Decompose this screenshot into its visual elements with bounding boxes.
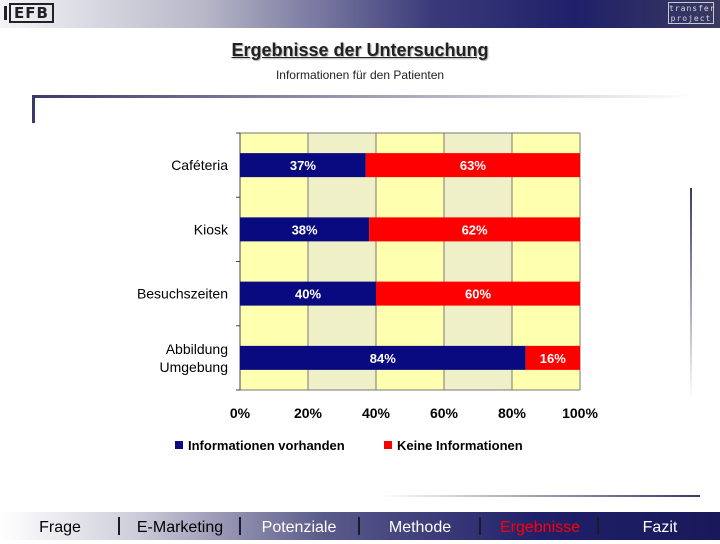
legend-swatch	[175, 441, 183, 449]
data-label: 63%	[460, 158, 486, 173]
data-label: 84%	[370, 351, 396, 366]
legend-entry: Keine Informationen	[397, 438, 523, 453]
nav-item-e-marketing[interactable]: E-Marketing	[136, 519, 224, 536]
decorative-line-right	[690, 188, 692, 400]
bar-informationen-vorhanden	[240, 153, 366, 178]
partner-logo-line-1: transfer	[669, 4, 716, 13]
data-label: 37%	[290, 158, 316, 173]
page-title: Ergebnisse der Untersuchung	[231, 40, 489, 60]
nav-item-frage[interactable]: Frage	[39, 519, 81, 536]
category-label: Abbildung	[166, 341, 228, 357]
x-tick-label: 100%	[562, 405, 598, 421]
logo-bar	[4, 6, 7, 20]
x-tick-label: 80%	[498, 405, 527, 421]
data-label: 60%	[465, 287, 491, 302]
nav-item-potenziale[interactable]: Potenziale	[261, 519, 337, 536]
nav-separator	[597, 517, 599, 535]
data-label: 62%	[462, 222, 488, 237]
category-label: Besuchszeiten	[137, 286, 228, 302]
x-tick-label: 40%	[362, 405, 391, 421]
bar-informationen-vorhanden	[240, 217, 370, 242]
legend-swatch	[384, 441, 392, 449]
nav-separator	[118, 517, 120, 535]
bar-keine-informationen	[369, 217, 580, 242]
transfer-project-logo: transfer project	[668, 2, 716, 24]
x-tick-label: 60%	[430, 405, 459, 421]
category-label: Kiosk	[194, 221, 229, 237]
x-tick-label: 0%	[230, 405, 251, 421]
nav-item-ergebnisse[interactable]: Ergebnisse	[499, 519, 581, 536]
bottom-navigation: Frage E-Marketing Potenziale Methode Erg…	[0, 512, 720, 540]
bar-keine-informationen	[376, 281, 580, 306]
data-label: 40%	[295, 287, 321, 302]
bar-keine-informationen	[365, 153, 580, 178]
bar-informationen-vorhanden	[240, 345, 526, 370]
x-tick-label: 20%	[294, 405, 323, 421]
category-label: Umgebung	[160, 359, 229, 375]
data-label: 16%	[540, 351, 566, 366]
logo-text: EFB	[9, 3, 54, 23]
top-banner: EFB transfer project	[0, 0, 720, 28]
page-subtitle: Informationen für den Patienten	[275, 68, 445, 82]
decorative-line-left	[32, 95, 35, 123]
partner-logo-line-2: project	[670, 14, 712, 23]
legend-entry: Informationen vorhanden	[188, 438, 345, 453]
bar-informationen-vorhanden	[240, 281, 376, 306]
nav-separator	[479, 517, 481, 535]
category-label: Caféteria	[171, 157, 228, 173]
nav-item-fazit[interactable]: Fazit	[642, 519, 678, 536]
decorative-line-top	[32, 95, 692, 98]
bar-keine-informationen	[525, 345, 580, 370]
nav-separator	[239, 517, 241, 535]
data-label: 38%	[292, 222, 318, 237]
efb-logo: EFB	[4, 2, 54, 24]
nav-separator	[358, 517, 360, 535]
nav-item-methode[interactable]: Methode	[388, 519, 452, 536]
decorative-line-bottom	[380, 495, 700, 497]
